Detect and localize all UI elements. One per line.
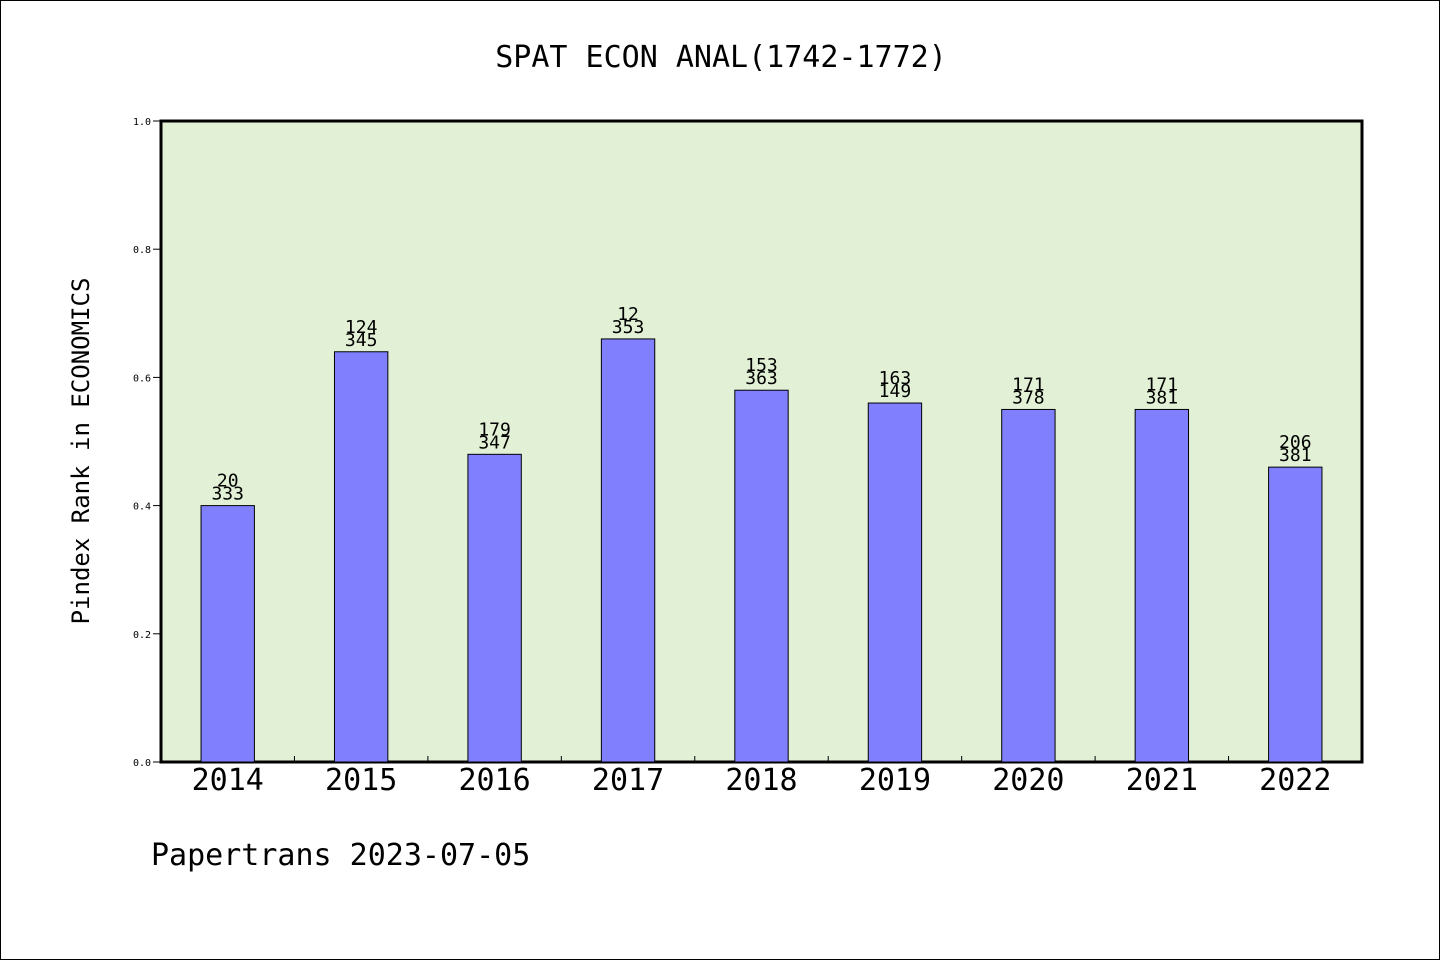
bar-label-top: 179 xyxy=(478,419,511,440)
bar-2022 xyxy=(1268,466,1323,763)
bar-label-top: 124 xyxy=(345,317,378,338)
bar-2018 xyxy=(734,389,789,763)
bar-2017 xyxy=(600,338,656,763)
bars xyxy=(200,338,1323,763)
bar-2014 xyxy=(200,505,255,763)
y-axis: 0.0 0.2 0.4 0.6 0.8 1.0 xyxy=(133,117,161,769)
category-labels: 2014 2015 2016 2017 2018 2019 2020 2021 2022 xyxy=(192,763,1332,798)
bar-label-bottom: 381 xyxy=(1146,387,1179,408)
bar-2020 xyxy=(1001,408,1056,763)
bar-label-top: 171 xyxy=(1146,374,1179,395)
y-tick-label: 0.6 xyxy=(133,373,151,384)
y-tick-label: 0.4 xyxy=(133,502,151,513)
x-axis xyxy=(293,756,1230,762)
y-tick-label: 1.0 xyxy=(133,117,151,128)
category-label: 2020 xyxy=(992,763,1064,798)
category-label: 2022 xyxy=(1259,763,1331,798)
bar-label-top: 153 xyxy=(745,355,778,376)
bar-label-bottom: 378 xyxy=(1012,387,1045,408)
bar-label-top: 171 xyxy=(1012,374,1045,395)
y-tick-label: 0.2 xyxy=(133,630,151,641)
bar-label-bottom: 363 xyxy=(745,368,778,389)
bar-2019 xyxy=(867,402,923,763)
bar-label-bottom: 353 xyxy=(612,317,645,338)
bar-label-bottom: 347 xyxy=(478,432,511,453)
y-axis-label: Pindex Rank in ECONOMICS xyxy=(67,278,95,625)
category-label: 2016 xyxy=(458,763,530,798)
bar-2016 xyxy=(467,453,522,763)
bar-label-top: 206 xyxy=(1279,432,1312,453)
bar-label-bottom: 381 xyxy=(1279,445,1312,466)
chart-title: SPAT ECON ANAL(1742-1772) xyxy=(495,40,947,75)
category-label: 2015 xyxy=(325,763,397,798)
category-label: 2019 xyxy=(859,763,931,798)
bar-label-bottom: 345 xyxy=(345,330,378,351)
footer-text: Papertrans 2023-07-05 xyxy=(151,838,530,873)
bar-label-bottom: 149 xyxy=(879,381,912,402)
y-tick-label: 0.0 xyxy=(133,758,151,769)
category-label: 2018 xyxy=(725,763,797,798)
bar-label-top: 163 xyxy=(879,368,912,389)
bar-label-bottom: 333 xyxy=(211,484,244,505)
bar-2015 xyxy=(333,351,389,763)
category-label: 2014 xyxy=(192,763,264,798)
category-label: 2017 xyxy=(592,763,664,798)
bar-labels: 3332034512434717935312363153149163378171… xyxy=(211,304,1311,505)
bar-label-top: 12 xyxy=(617,304,639,325)
y-tick-label: 0.8 xyxy=(133,245,151,256)
bar-2021 xyxy=(1134,408,1190,763)
category-label: 2021 xyxy=(1126,763,1198,798)
bar-label-top: 20 xyxy=(217,471,239,492)
